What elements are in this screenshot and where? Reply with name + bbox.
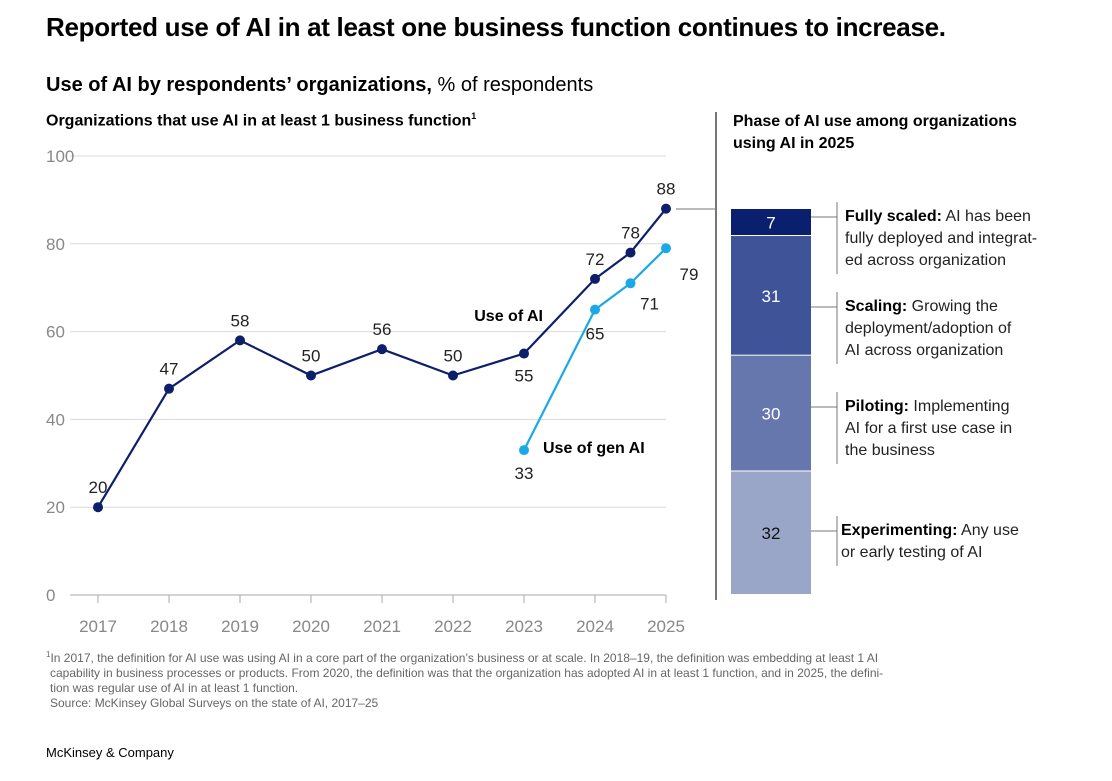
line-heading-text: Organizations that use AI in at least 1 … (46, 112, 472, 130)
phase-name: Scaling: (845, 298, 908, 315)
bar-segment-piloting (731, 355, 811, 471)
y-tick-label: 100 (46, 147, 74, 166)
data-point (235, 335, 245, 346)
data-point (590, 273, 600, 284)
phase-desc: Growing the (907, 298, 998, 315)
data-label: 58 (231, 311, 250, 330)
data-point (164, 383, 174, 394)
data-label: 56 (373, 320, 392, 339)
y-tick-label: 20 (46, 498, 65, 517)
x-tick-label: 2017 (79, 617, 117, 636)
data-point (377, 344, 387, 355)
phase-label-scaling: Scaling: Growing the deployment/adoption … (845, 296, 1011, 362)
bar-value: 32 (762, 524, 781, 543)
bar-segment-experimenting (731, 471, 811, 594)
data-point (661, 243, 671, 254)
data-label: 55 (515, 367, 534, 386)
bar-value: 30 (762, 405, 781, 424)
phase-desc: or early testing of AI (841, 544, 983, 561)
data-label: 47 (160, 360, 179, 379)
data-label: 78 (621, 224, 640, 243)
phase-desc: AI across organization (845, 342, 1004, 359)
data-point (519, 445, 529, 456)
x-tick-label: 2019 (221, 617, 259, 636)
footnote: 1In 2017, the definition for AI use was … (46, 647, 1046, 711)
phase-desc: Any use (957, 522, 1019, 539)
data-label: 65 (586, 325, 605, 344)
phase-label-fully-scaled: Fully scaled: AI has been fully deployed … (845, 206, 1037, 272)
subtitle-bold: Use of AI by respondents’ organizations, (46, 74, 432, 96)
x-tick-label: 2023 (505, 617, 543, 636)
data-label: 72 (586, 250, 605, 269)
data-label: 20 (89, 478, 108, 497)
data-point (93, 502, 103, 513)
data-point (306, 370, 316, 381)
data-label: 50 (444, 347, 463, 366)
series-label-ai: Use of AI (474, 308, 543, 325)
x-tick-label: 2021 (363, 617, 401, 636)
series-label-genai: Use of gen AI (543, 440, 645, 457)
footnote-mark: 1 (46, 650, 51, 659)
bar-value: 7 (766, 214, 775, 233)
data-point (519, 348, 529, 359)
phase-desc: fully deployed and integrat- (845, 230, 1038, 247)
series-line-genai (523, 247, 667, 451)
x-tick-label: 2018 (150, 617, 188, 636)
data-label: 88 (657, 180, 676, 199)
bar-segment-fully-scaled (731, 209, 811, 236)
phase-desc: AI for a first use case in (845, 420, 1013, 437)
bar-chart-heading: Phase of AI use among organizations usin… (733, 113, 1017, 152)
phase-name: Piloting: (845, 398, 909, 415)
footnote-line: capability in business processes or prod… (50, 666, 884, 680)
y-tick-label: 40 (46, 410, 65, 429)
footnote-line: tion was regular use of AI in at least 1… (50, 681, 299, 695)
phase-name: Experimenting: (841, 522, 958, 539)
x-tick-label: 2022 (434, 617, 472, 636)
phase-desc: AI has been (941, 208, 1031, 225)
phase-desc: ed across organization (845, 252, 1006, 269)
phase-desc: Implementing (908, 398, 1010, 415)
line-chart-heading: Organizations that use AI in at least 1 … (46, 111, 476, 130)
x-tick-label: 2024 (576, 617, 614, 636)
x-tick-label: 2020 (292, 617, 330, 636)
phase-label-piloting: Piloting: Implementing AI for a first use… (845, 396, 1012, 462)
bar-value: 31 (762, 287, 781, 306)
brand-logo: McKinsey & Company (46, 745, 174, 760)
phase-desc: deployment/adoption of (845, 320, 1012, 337)
footnote-ref: 1 (471, 111, 477, 121)
data-label: 79 (680, 265, 699, 284)
subtitle-unit: % of respondents (432, 74, 594, 96)
phase-desc: the business (845, 442, 935, 459)
series-line-ai (97, 207, 667, 508)
phase-label-experimenting: Experimenting: Any use or early testing o… (841, 520, 1019, 564)
data-label: 71 (640, 294, 659, 313)
page-title: Reported use of AI in at least one busin… (46, 12, 946, 42)
y-tick-label: 80 (46, 235, 65, 254)
y-tick-label: 0 (46, 586, 55, 605)
chart-subtitle: Use of AI by respondents’ organizations,… (46, 74, 593, 97)
data-point (590, 304, 600, 315)
data-point (448, 370, 458, 381)
data-point (625, 278, 636, 289)
bar-segment-scaling (731, 236, 811, 355)
data-point (661, 203, 671, 214)
source: Source: McKinsey Global Surveys on the s… (50, 696, 379, 710)
data-label: 50 (302, 347, 321, 366)
footnote-line: In 2017, the definition for AI use was u… (50, 651, 879, 665)
divider (715, 112, 717, 600)
data-point (625, 247, 636, 258)
y-tick-label: 60 (46, 323, 65, 342)
phase-name: Fully scaled: (845, 208, 942, 225)
x-tick-label: 2025 (647, 617, 685, 636)
data-label: 33 (515, 464, 534, 483)
